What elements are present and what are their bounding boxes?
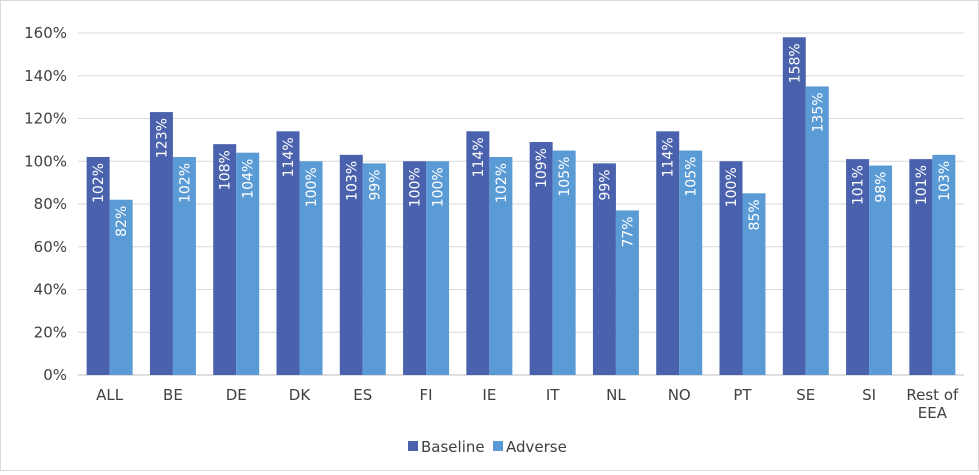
y-tick-label: 140% [24,67,67,85]
bar-adverse [236,152,260,375]
x-tick-label: ES [353,386,372,404]
bar-adverse [362,163,386,375]
data-label: 104% [241,159,257,199]
bar-adverse [552,150,576,375]
bar-baseline [909,159,933,375]
x-tick-label: BE [163,386,183,404]
data-label: 100% [304,167,320,207]
bar-baseline [466,131,490,375]
x-tick-label: FI [420,386,433,404]
data-label: 101% [851,165,867,205]
bar-baseline [782,37,806,376]
legend-swatch-adverse [493,441,503,451]
data-label: 105% [557,157,573,197]
bar-adverse [742,193,766,375]
x-tick-label: IT [546,386,560,404]
data-label: 100% [431,167,447,207]
data-label: 114% [661,137,677,177]
bar-adverse [489,156,513,375]
data-label: 102% [494,163,510,203]
bar-adverse [679,150,703,375]
bar-baseline [149,112,173,376]
bar-adverse [172,156,196,375]
data-label: 99% [367,169,383,200]
bars: 102% 82% 123% 102% 108% 104% 114% 100% 103% 99% 10… [86,37,956,376]
bar-baseline [656,131,680,375]
x-tick-label: SE [796,386,815,404]
x-tick-label: SI [862,386,876,404]
data-label: 158% [787,43,803,83]
legend-label-baseline: Baseline [421,438,485,456]
bar-baseline [276,131,300,375]
bar-adverse [299,161,323,375]
data-label: 108% [218,150,234,190]
x-tick-label: DK [289,386,312,404]
data-label: 105% [684,157,700,197]
data-label: 103% [937,161,953,201]
y-tick-label: 0% [43,366,67,384]
y-tick-label: 100% [24,152,67,170]
data-label: 85% [747,199,763,230]
bar-baseline [846,159,870,375]
x-tick-label: ALL [96,386,124,404]
bar-adverse [109,199,133,375]
data-label: 99% [597,169,613,200]
data-label: 123% [154,118,170,158]
data-label: 77% [620,216,636,247]
data-label: 98% [874,172,890,203]
y-tick-label: 160% [24,24,67,42]
data-label: 100% [408,167,424,207]
bar-adverse [869,165,893,375]
y-tick-label: 80% [34,195,67,213]
bar-baseline [213,144,237,375]
legend-label-adverse: Adverse [506,438,567,456]
data-label: 100% [724,167,740,207]
data-label: 114% [471,137,487,177]
x-tick-label: Rest of [906,386,959,404]
y-tick-label: 20% [34,323,67,341]
legend: Baseline Adverse [408,438,567,456]
y-tick-label: 40% [34,281,67,299]
data-label: 103% [344,161,360,201]
x-tick-label: PT [733,386,752,404]
y-tick-label: 60% [34,238,67,256]
x-tick-label: NO [668,386,691,404]
bar-baseline [592,163,616,375]
y-tick-label: 120% [24,110,67,128]
legend-swatch-baseline [408,441,418,451]
data-label: 102% [177,163,193,203]
data-label: 135% [810,92,826,132]
bar-baseline [403,161,427,375]
bar-adverse [805,86,829,375]
data-label: 114% [281,137,297,177]
x-tick-label: IE [482,386,496,404]
bar-baseline [529,142,553,375]
data-label: 109% [534,148,550,188]
x-tick-label: NL [606,386,626,404]
bar-baseline [719,161,743,375]
bar-adverse [615,210,639,375]
gridlines [78,32,964,376]
x-tick-label: DE [226,386,247,404]
data-label: 102% [91,163,107,203]
bar-baseline [339,154,363,375]
bar-adverse [426,161,450,375]
bar-adverse [932,154,956,375]
bar-baseline [86,156,110,375]
data-label: 82% [114,206,130,237]
x-tick-label: EEA [918,404,948,422]
y-axis: 0% 20% 40% 60% 80% 100% 120% 140% 160% [24,24,67,384]
data-label: 101% [914,165,930,205]
